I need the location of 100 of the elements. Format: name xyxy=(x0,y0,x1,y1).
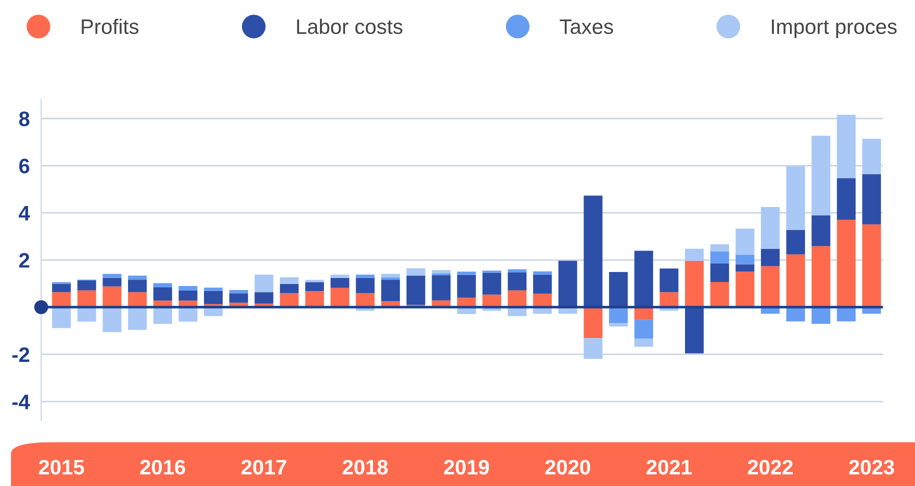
x-tick-label: 2016 xyxy=(140,460,186,475)
bar xyxy=(128,280,147,292)
bar xyxy=(786,166,805,230)
bar xyxy=(77,290,96,308)
bar xyxy=(280,293,299,308)
bar xyxy=(153,307,172,324)
y-tick-label: 6 xyxy=(19,158,30,174)
bar xyxy=(77,280,96,290)
bar xyxy=(381,280,400,302)
bar xyxy=(128,307,147,330)
x-tick-label: 2021 xyxy=(646,460,692,475)
bar xyxy=(305,282,324,292)
y-tick-label: 4 xyxy=(18,206,30,220)
bar xyxy=(432,275,451,300)
bar xyxy=(102,307,122,332)
x-tick-label: 2022 xyxy=(748,460,793,475)
bar xyxy=(432,270,451,274)
bar xyxy=(381,274,400,278)
bar xyxy=(812,307,830,324)
bar xyxy=(381,277,400,280)
bar xyxy=(482,272,502,295)
bar xyxy=(584,338,602,359)
bar xyxy=(609,323,628,327)
bar xyxy=(102,278,122,286)
bar xyxy=(558,260,578,308)
bar xyxy=(836,114,856,178)
bar xyxy=(457,272,476,275)
bar xyxy=(254,274,274,292)
bar xyxy=(710,263,730,282)
x-tick-label: 2018 xyxy=(342,460,388,475)
bar xyxy=(584,196,602,308)
bar xyxy=(330,278,350,288)
bar xyxy=(305,291,324,308)
bar xyxy=(634,338,654,347)
x-tick-label: 2023 xyxy=(849,460,894,475)
bar xyxy=(330,288,350,308)
bar xyxy=(684,260,704,308)
bar xyxy=(710,244,730,252)
legend-label: Labor costs xyxy=(297,18,402,34)
bar xyxy=(153,287,172,301)
bar xyxy=(836,220,856,308)
bar xyxy=(736,272,754,308)
bar xyxy=(660,292,678,308)
y-tick-label: -2 xyxy=(12,347,30,362)
y-tick-label: 2 xyxy=(19,253,30,268)
bar xyxy=(204,288,223,291)
y-tick-label: 8 xyxy=(19,112,30,126)
bar xyxy=(836,178,856,220)
bar xyxy=(356,274,375,278)
bar xyxy=(128,276,147,280)
bar xyxy=(406,276,426,305)
bar xyxy=(153,283,172,288)
bar xyxy=(280,284,299,294)
bar xyxy=(609,272,628,308)
bar xyxy=(660,268,678,292)
bar xyxy=(178,290,198,301)
bar xyxy=(356,278,375,294)
bar xyxy=(760,206,780,249)
bar xyxy=(634,320,654,339)
bar xyxy=(482,294,502,308)
y-tick-label: -4 xyxy=(12,394,30,410)
bar xyxy=(812,136,830,216)
bar xyxy=(533,294,552,308)
bar xyxy=(862,174,881,224)
bar xyxy=(736,254,754,264)
legend-label: Taxes xyxy=(560,20,614,34)
legend-label: Profits xyxy=(82,18,138,34)
bar xyxy=(736,264,754,272)
bar xyxy=(684,248,704,261)
bar xyxy=(862,138,881,174)
bar xyxy=(812,246,830,308)
bar xyxy=(178,286,198,290)
bar xyxy=(786,254,805,308)
bar xyxy=(52,284,71,292)
bar xyxy=(812,215,830,246)
bar xyxy=(52,292,71,308)
bar xyxy=(330,274,350,278)
bar xyxy=(356,293,375,308)
bar xyxy=(634,250,654,308)
bar xyxy=(102,274,122,278)
bar xyxy=(102,286,122,308)
bar xyxy=(710,282,730,308)
bar xyxy=(508,269,527,273)
bar xyxy=(584,307,602,338)
bar xyxy=(128,292,147,308)
bar xyxy=(229,293,248,303)
bar xyxy=(684,307,704,354)
x-tick-label: 2015 xyxy=(38,460,84,475)
bar xyxy=(786,230,805,254)
bar xyxy=(457,274,476,298)
bar xyxy=(52,307,71,328)
bar xyxy=(533,274,552,294)
bar xyxy=(229,290,248,294)
bar xyxy=(736,228,754,255)
bar xyxy=(508,290,527,308)
bar xyxy=(862,224,881,308)
x-tick-label: 2017 xyxy=(242,460,286,475)
bar xyxy=(609,307,628,324)
bar xyxy=(710,251,730,264)
bar xyxy=(760,266,780,308)
